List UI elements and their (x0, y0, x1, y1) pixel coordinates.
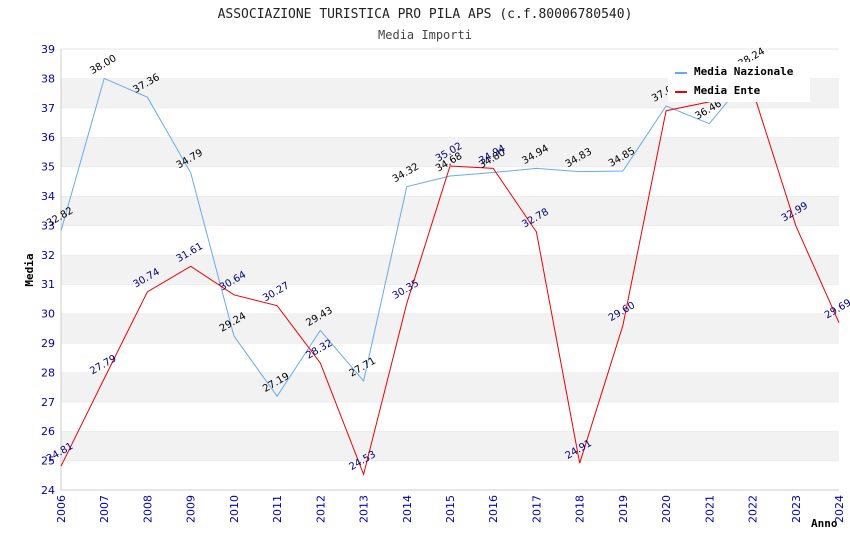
y-tick-label: 26 (41, 425, 55, 438)
y-tick-label: 39 (41, 43, 55, 56)
x-tick-label: 2018 (574, 495, 587, 523)
grid-band (61, 431, 839, 461)
y-axis-label: Media (23, 253, 36, 286)
y-tick-label: 35 (41, 161, 55, 174)
grid-band (61, 254, 839, 285)
grid-band (61, 284, 839, 314)
series-line-nazionale (60, 70, 753, 398)
x-tick-label: 2017 (530, 495, 543, 523)
axes (60, 49, 839, 491)
y-tick-label: 33 (41, 219, 55, 232)
x-tick-label: 2019 (617, 495, 630, 523)
legend: Media Nazionale Media Ente (668, 62, 810, 102)
x-tick-label: 2021 (703, 495, 716, 523)
y-tick-label: 30 (41, 308, 55, 321)
legend-label-ente: Media Ente (694, 84, 761, 97)
x-tick-label: 2013 (358, 495, 371, 523)
chart-title: ASSOCIAZIONE TURISTICA PRO PILA APS (c.f… (218, 7, 633, 22)
legend-label-nazionale: Media Nazionale (694, 65, 794, 78)
grid-bands (61, 48, 839, 490)
y-tick-label: 24 (41, 484, 55, 497)
legend-box (668, 62, 810, 102)
y-tick-labels: 24 25 26 27 28 29 30 31 32 33 34 35 36 37 38 39 (41, 43, 55, 497)
grid-band (61, 196, 839, 226)
x-tick-label: 2011 (271, 495, 284, 523)
grid-band (61, 460, 839, 490)
grid-band (61, 372, 839, 402)
y-tick-label: 36 (41, 131, 55, 144)
grid-band (61, 343, 839, 373)
y-tick-label: 29 (41, 337, 55, 350)
x-tick-label: 2014 (401, 495, 414, 523)
y-tick-label: 34 (41, 190, 55, 203)
x-tick-label: 2024 (833, 495, 846, 523)
y-tick-label: 37 (41, 102, 55, 115)
grid-band (61, 137, 839, 167)
x-tick-label: 2023 (790, 495, 803, 523)
chart-subtitle: Media Importi (378, 28, 472, 42)
x-tick-label: 2016 (487, 495, 500, 523)
grid-band (61, 313, 839, 343)
x-tick-label: 2012 (314, 495, 327, 523)
x-tick-labels: 2006 2007 2008 2009 2010 2011 2012 2013 2014 2015… (55, 495, 846, 523)
y-tick-label: 27 (41, 396, 55, 409)
grid-band (61, 225, 839, 255)
x-tick-label: 2006 (55, 495, 68, 523)
grid-band (61, 401, 839, 432)
x-tick-label: 2007 (98, 495, 111, 523)
y-tick-label: 28 (41, 366, 55, 379)
y-tick-label: 31 (41, 278, 55, 291)
y-tick-label: 25 (41, 455, 55, 468)
x-tick-label: 2010 (228, 495, 241, 523)
grid-band (61, 107, 839, 138)
y-tick-label: 38 (41, 72, 55, 85)
x-tick-label: 2015 (444, 495, 457, 523)
x-tick-label: 2022 (747, 495, 760, 523)
x-tick-label: 2009 (185, 495, 198, 523)
y-tick-label: 32 (41, 249, 55, 262)
grid-band (61, 166, 839, 196)
x-tick-label: 2008 (141, 495, 154, 523)
x-axis-label: Anno (811, 517, 838, 530)
x-tick-label: 2020 (660, 495, 673, 523)
